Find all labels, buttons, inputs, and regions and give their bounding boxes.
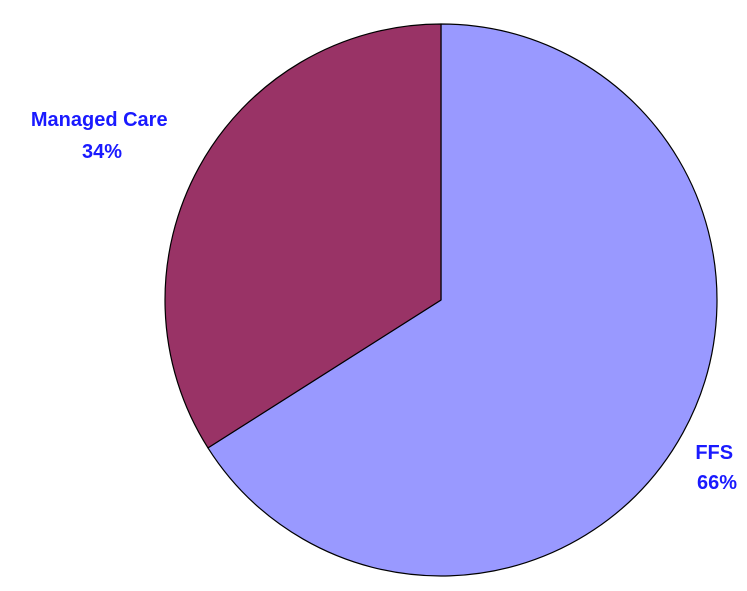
slice-label-ffs-percent: 66% (697, 472, 737, 494)
pie-slices (164, 23, 718, 577)
slice-label-managed-care-name: Managed Care (31, 109, 168, 131)
slice-label-managed-care-percent: 34% (82, 141, 122, 163)
slice-label-ffs: FFS 66% (695, 442, 738, 494)
slice-label-managed-care: Managed Care 34% (31, 109, 173, 163)
slice-label-ffs-name: FFS (695, 442, 733, 464)
pie-slice-managed-care (164, 23, 442, 449)
slice-labels: FFS 66% Managed Care 34% (31, 109, 738, 494)
pie-slice-ffs (207, 23, 718, 577)
